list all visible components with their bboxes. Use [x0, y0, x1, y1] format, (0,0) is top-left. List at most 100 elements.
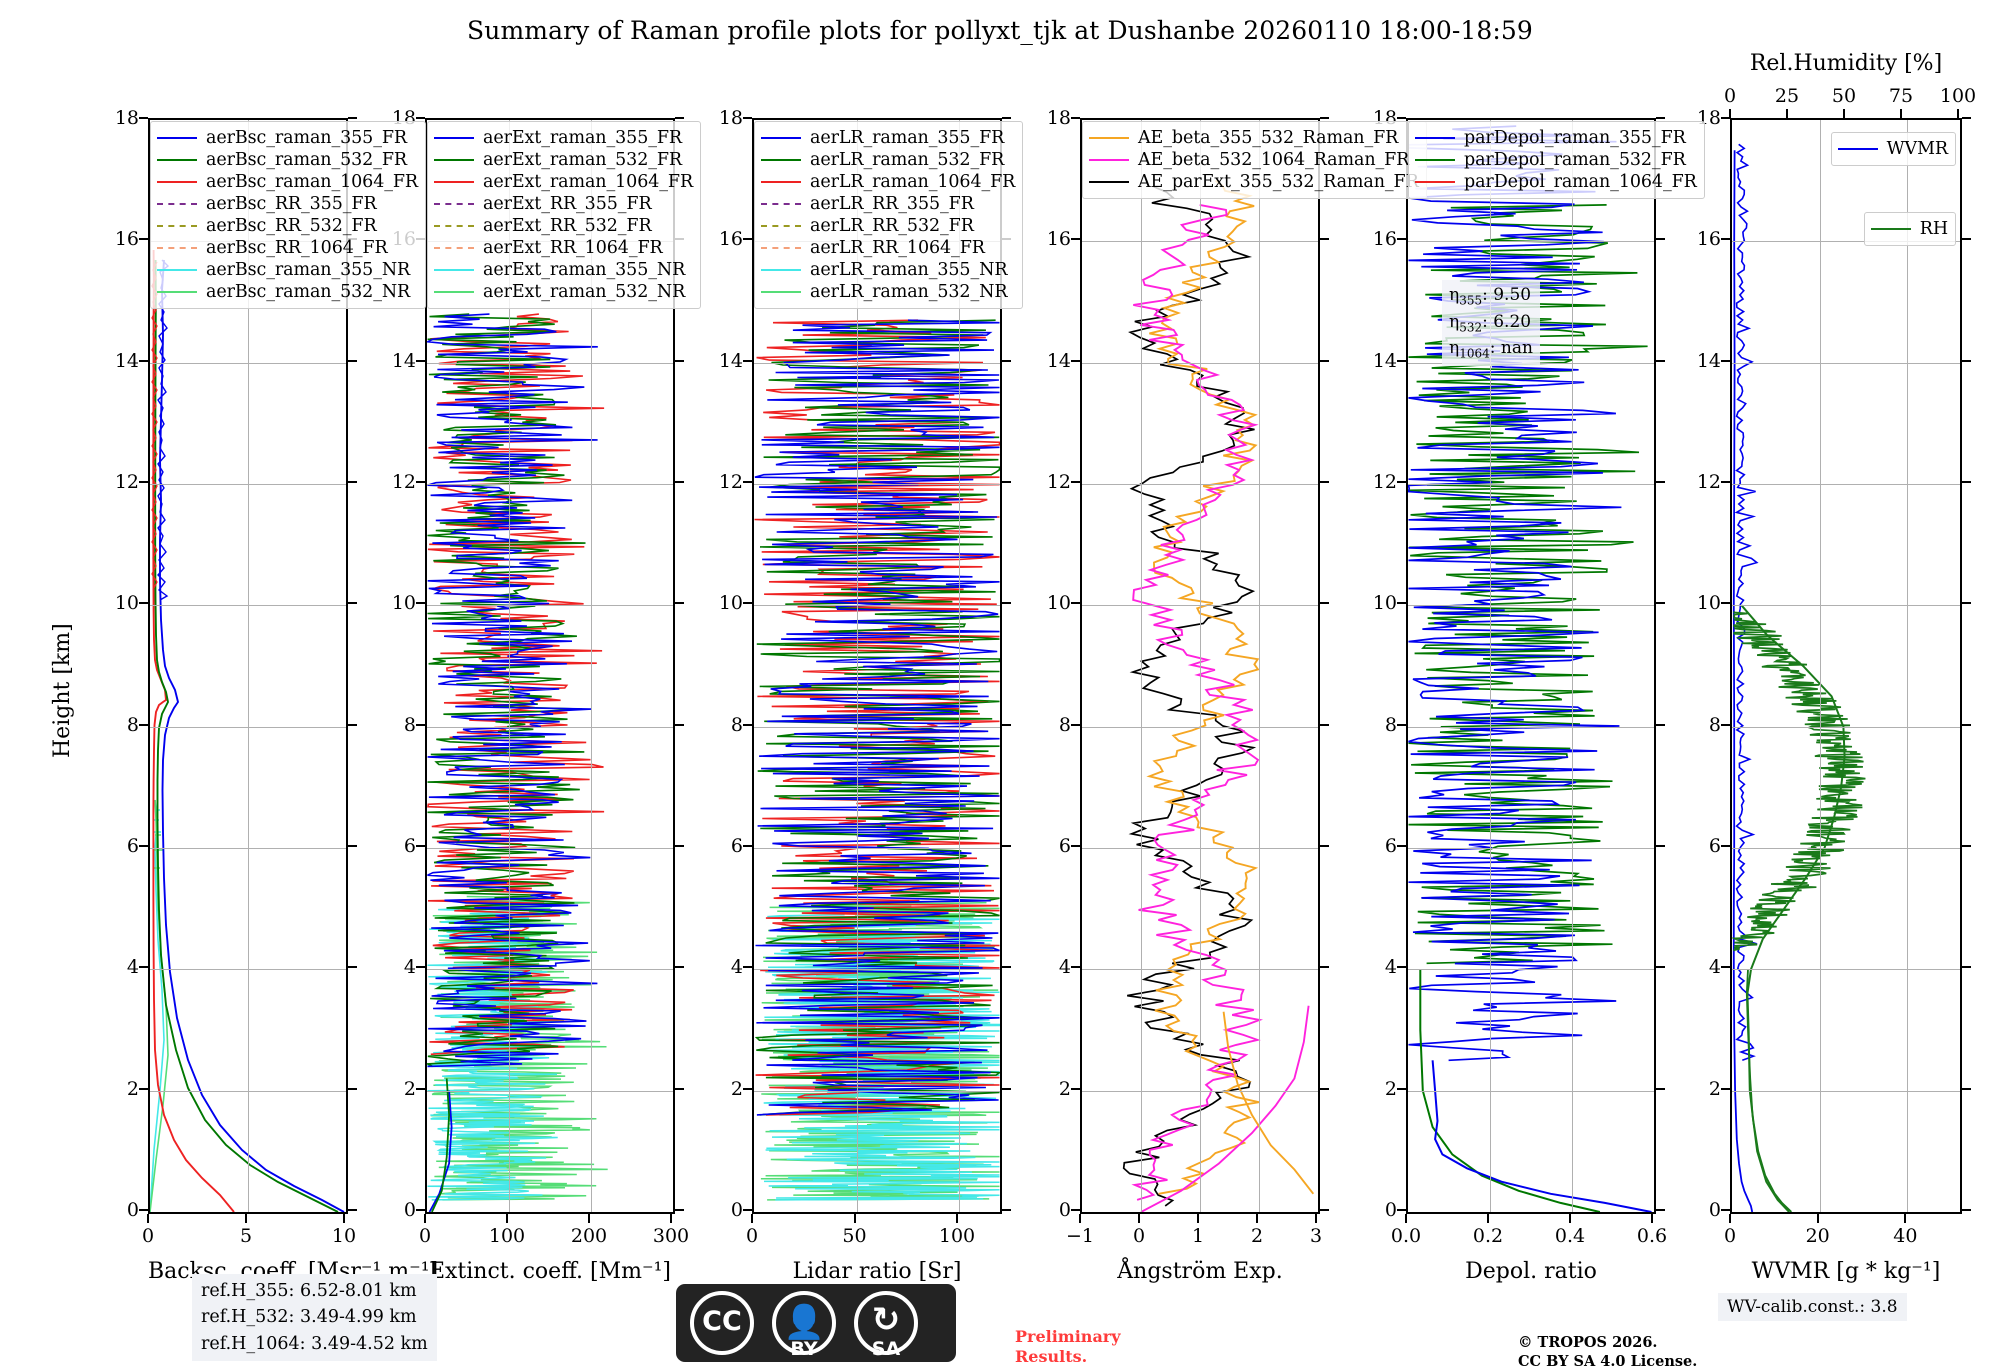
legend-backscatter[interactable]: aerBsc_raman_355_FR aerBsc_raman_532_FR ae… — [150, 121, 426, 309]
y-tick-mark — [1962, 723, 1971, 726]
legend-item[interactable]: parDepol_raman_355_FR — [1415, 127, 1697, 149]
gridline-vertical — [1907, 120, 1909, 1212]
legend-item[interactable]: aerExt_RR_1064_FR — [434, 237, 693, 259]
legend-color-swatch — [157, 291, 197, 293]
y-tick-mark — [1320, 481, 1329, 483]
y-tick-mark — [675, 1087, 684, 1090]
y-tick-mark — [675, 1209, 684, 1211]
x-tick-mark — [1256, 1214, 1258, 1223]
y-tick-label: 16 — [1046, 228, 1071, 251]
legend-item[interactable]: aerBsc_RR_355_FR — [157, 193, 418, 215]
x-tick-mark — [1197, 1214, 1199, 1223]
legend-item-label: aerBsc_raman_1064_FR — [206, 171, 418, 192]
panel-backscatter: Height [km] — [50, 107, 438, 1284]
gridline-horizontal — [1408, 241, 1654, 243]
wv-calibration-box: WV-calib.const.: 3.8 — [1718, 1293, 1907, 1321]
legend-depolarization[interactable]: parDepol_raman_355_FR parDepol_raman_532_… — [1408, 121, 1705, 199]
legend-item[interactable]: aerLR_raman_532_FR — [761, 149, 1015, 171]
y-tick-mark — [1656, 602, 1665, 605]
legend-item[interactable]: aerBsc_RR_532_FR — [157, 215, 418, 237]
legend-item[interactable]: aerLR_raman_355_FR — [761, 127, 1015, 149]
x-axis-title: Extinct. coeff. [Mm⁻¹] — [428, 1259, 672, 1284]
cc-sa-icon — [854, 1291, 918, 1355]
legend-item-label: aerExt_raman_532_FR — [483, 149, 682, 170]
legend-lidar-ratio[interactable]: aerLR_raman_355_FR aerLR_raman_532_FR aerL… — [754, 121, 1024, 309]
legend-item[interactable]: aerLR_raman_532_NR — [761, 281, 1015, 303]
legend-item[interactable]: aerExt_raman_532_FR — [434, 149, 693, 171]
legend-item[interactable]: AE_beta_532_1064_Raman_FR — [1089, 149, 1419, 171]
depolarization-curves — [1408, 125, 1652, 1212]
legend-item[interactable]: parDepol_raman_532_FR — [1415, 149, 1697, 171]
legend-item-label: AE_beta_355_532_Raman_FR — [1138, 127, 1399, 148]
legend-angstrom[interactable]: AE_beta_355_532_Raman_FR AE_beta_532_1064… — [1082, 121, 1427, 199]
legend-item[interactable]: parDepol_raman_1064_FR — [1415, 171, 1697, 193]
legend-color-swatch — [434, 291, 474, 293]
figure-title: Summary of Raman profile plots for polly… — [467, 16, 1533, 45]
y-tick-mark — [743, 117, 752, 119]
gridline-vertical — [1819, 120, 1821, 1212]
y-tick-label: 8 — [1384, 713, 1397, 736]
legend-item[interactable]: aerLR_RR_1064_FR — [761, 237, 1015, 259]
y-tick-label: 0 — [403, 1199, 416, 1221]
copyright-note: © TROPOS 2026. CC BY SA 4.0 License. — [1518, 1334, 1698, 1370]
top-x-tick-label: 0 — [1723, 85, 1737, 107]
legend-item[interactable]: aerBsc_raman_355_NR — [157, 259, 418, 281]
y-tick-mark — [743, 359, 752, 362]
legend-item-label: aerExt_RR_1064_FR — [483, 237, 663, 258]
y-tick-mark — [348, 481, 357, 483]
legend-item[interactable]: aerBsc_raman_532_NR — [157, 281, 418, 303]
y-tick-mark — [1320, 966, 1329, 969]
legend-item[interactable]: AE_parExt_355_532_Raman_FR — [1089, 171, 1419, 193]
legend-item[interactable]: aerExt_RR_355_FR — [434, 193, 693, 215]
legend-item[interactable]: aerLR_raman_355_NR — [761, 259, 1015, 281]
angstrom-curves — [1122, 179, 1315, 1212]
x-tick-label: 100 — [488, 1225, 526, 1247]
legend-item[interactable]: RH — [1870, 218, 1948, 240]
legend-item-label: aerLR_RR_1064_FR — [810, 237, 985, 258]
panel-extinction: aerExt_raman_355_FR aerExt_raman_532_FR ae… — [392, 107, 702, 1284]
y-tick-label: 12 — [1372, 471, 1397, 493]
gridline-horizontal — [1732, 484, 1960, 485]
legend-extinction[interactable]: aerExt_raman_355_FR aerExt_raman_532_FR ae… — [427, 121, 702, 309]
legend-color-swatch — [1415, 181, 1455, 183]
gridline-horizontal — [427, 484, 673, 485]
y-tick-mark — [743, 723, 752, 726]
legend-item[interactable]: aerExt_raman_1064_FR — [434, 171, 693, 193]
legend-item[interactable]: AE_beta_355_532_Raman_FR — [1089, 127, 1419, 149]
y-tick-mark — [675, 845, 684, 847]
y-tick-mark — [348, 359, 357, 362]
top-x-tick-mark — [1729, 109, 1731, 118]
legend-item[interactable]: aerLR_RR_532_FR — [761, 215, 1015, 237]
legend-item-label: parDepol_raman_355_FR — [1464, 127, 1686, 148]
backscatter-curves — [150, 249, 345, 1212]
legend-item[interactable]: aerExt_raman_355_NR — [434, 259, 693, 281]
y-tick-mark — [1397, 1209, 1406, 1211]
legend-item[interactable]: aerLR_raman_1064_FR — [761, 171, 1015, 193]
y-tick-label: 10 — [718, 592, 743, 615]
legend-item[interactable]: aerBsc_RR_1064_FR — [157, 237, 418, 259]
y-tick-mark — [1071, 1209, 1080, 1211]
legend-item[interactable]: WVMR — [1837, 138, 1948, 160]
legend-item[interactable]: aerExt_RR_532_FR — [434, 215, 693, 237]
y-tick-mark — [1397, 481, 1406, 483]
y-tick-mark — [1002, 359, 1011, 362]
legend-item[interactable]: aerBsc_raman_532_FR — [157, 149, 418, 171]
legend-item[interactable]: aerExt_raman_355_FR — [434, 127, 693, 149]
gridline-horizontal — [427, 726, 673, 728]
y-tick-mark — [1320, 1087, 1329, 1090]
legend-color-swatch — [1089, 137, 1129, 139]
y-tick-mark — [1962, 845, 1971, 847]
gridline-vertical — [959, 120, 960, 1212]
x-tick-label: 3 — [1309, 1225, 1323, 1247]
legend-item[interactable]: aerExt_raman_532_NR — [434, 281, 693, 303]
y-tick-mark — [416, 1087, 425, 1090]
legend-item[interactable]: aerBsc_raman_355_FR — [157, 127, 418, 149]
x-tick-mark — [1904, 1214, 1907, 1223]
y-tick-mark — [1002, 845, 1011, 847]
legend-rh[interactable]: RH — [1863, 212, 1956, 246]
legend-wvmr[interactable]: WVMR — [1830, 132, 1956, 166]
legend-item[interactable]: aerLR_RR_355_FR — [761, 193, 1015, 215]
y-tick-mark — [1656, 1209, 1665, 1211]
legend-item[interactable]: aerBsc_raman_1064_FR — [157, 171, 418, 193]
legend-color-swatch — [761, 137, 801, 139]
